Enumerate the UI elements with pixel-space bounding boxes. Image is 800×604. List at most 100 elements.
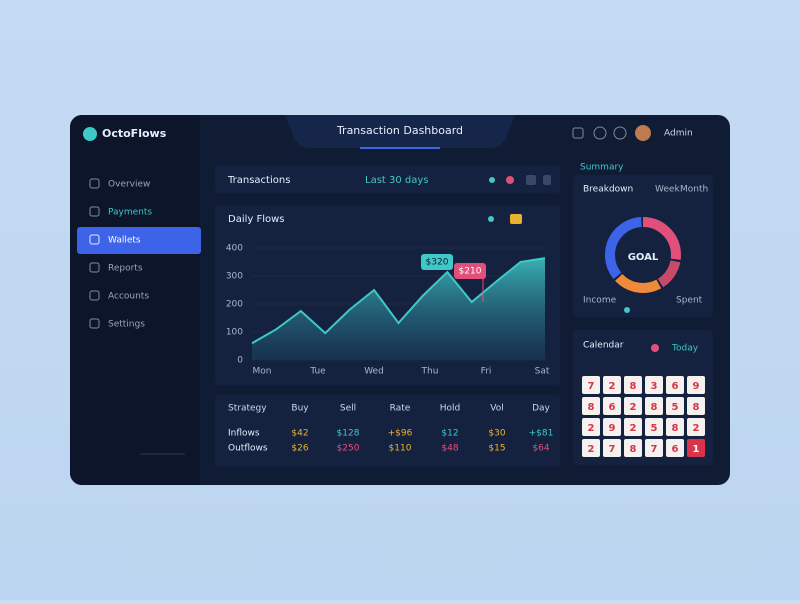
calendar-title: Calendar xyxy=(583,341,624,351)
day-number: 2 xyxy=(609,381,616,392)
day-cell[interactable] xyxy=(687,418,705,436)
toolbar-title: Transactions xyxy=(227,175,290,186)
status-dot xyxy=(489,177,495,183)
nav: Overview Payments Wallets Reports Accounts Se… xyxy=(89,178,152,330)
avatar[interactable] xyxy=(635,125,651,141)
icon[interactable] xyxy=(526,175,536,185)
day-cell[interactable] xyxy=(624,439,642,457)
day-cell[interactable] xyxy=(624,376,642,394)
legend-dot xyxy=(624,307,630,313)
day-number: 7 xyxy=(588,381,595,392)
day-cell[interactable] xyxy=(582,397,600,415)
table-header: Vol xyxy=(490,404,503,414)
annotation: $210 xyxy=(459,267,482,277)
nav-icon xyxy=(89,178,100,189)
summary-label: Summary xyxy=(580,163,624,173)
x-tick-label: Thu xyxy=(421,367,439,377)
donut-tab[interactable]: Month xyxy=(680,185,708,195)
day-number: 8 xyxy=(693,402,700,413)
donut-segment xyxy=(605,217,681,293)
day-cell[interactable] xyxy=(603,418,621,436)
day-cell[interactable] xyxy=(687,376,705,394)
table-cell: $12 xyxy=(441,429,458,439)
day-cell[interactable] xyxy=(666,439,684,457)
nav-icon xyxy=(89,206,100,217)
nav-item[interactable]: Reports xyxy=(108,264,143,274)
table-cell: $15 xyxy=(488,444,505,454)
table-cell: Inflows xyxy=(228,429,260,439)
day-cell[interactable] xyxy=(666,376,684,394)
x-tick-label: Sat xyxy=(535,367,550,377)
day-cell[interactable] xyxy=(624,418,642,436)
nav-item[interactable]: Accounts xyxy=(108,292,149,302)
status-dot xyxy=(506,176,514,184)
day-number: 7 xyxy=(651,444,658,455)
nav-item[interactable]: Settings xyxy=(108,320,145,330)
sidebar xyxy=(70,115,200,485)
day-number: 2 xyxy=(588,444,595,455)
table-header: Buy xyxy=(291,404,309,414)
donut-segment xyxy=(605,217,681,293)
donut-tab[interactable]: Week xyxy=(655,185,680,195)
nav-icon xyxy=(89,290,100,301)
nav-icon xyxy=(89,262,100,273)
x-tick-label: Mon xyxy=(253,367,272,377)
nav-item[interactable]: Wallets xyxy=(108,236,141,246)
day-cell[interactable] xyxy=(687,439,705,457)
day-cell[interactable] xyxy=(645,439,663,457)
table-cell: $42 xyxy=(291,429,308,439)
toolbar-range[interactable]: Last 30 days xyxy=(365,175,429,186)
icon[interactable] xyxy=(613,126,627,140)
day-number: 2 xyxy=(693,423,700,434)
day-cell[interactable] xyxy=(582,439,600,457)
donut xyxy=(605,217,681,293)
day-number: 1 xyxy=(693,444,700,455)
nav-item[interactable]: Overview xyxy=(108,180,150,190)
day-cell[interactable] xyxy=(582,376,600,394)
day-cell[interactable] xyxy=(582,418,600,436)
header-title: Transaction Dashboard xyxy=(336,124,463,137)
status-dot xyxy=(651,344,659,352)
table-cell: $128 xyxy=(337,429,360,439)
day-cell[interactable] xyxy=(666,397,684,415)
donut-legend: Spent xyxy=(676,296,703,306)
day-cell[interactable] xyxy=(624,397,642,415)
toolbar xyxy=(215,165,560,193)
header-tab xyxy=(285,115,515,148)
day-number: 8 xyxy=(672,423,679,434)
table-header: Rate xyxy=(390,404,411,414)
table-header: Hold xyxy=(440,404,461,414)
day-cell[interactable] xyxy=(666,418,684,436)
icon[interactable] xyxy=(510,214,522,224)
icon[interactable] xyxy=(572,127,584,139)
day-number: 6 xyxy=(672,444,679,455)
donut-legend: Income xyxy=(583,296,617,306)
day-cell[interactable] xyxy=(603,376,621,394)
day-number: 2 xyxy=(630,423,637,434)
day-cell[interactable] xyxy=(645,397,663,415)
table-cell: +$96 xyxy=(388,429,413,439)
y-tick-label: 300 xyxy=(226,272,243,282)
day-number: 5 xyxy=(651,423,658,434)
day-cell[interactable] xyxy=(687,397,705,415)
donut-segment xyxy=(605,217,681,293)
day-number: 8 xyxy=(651,402,658,413)
table-header: Sell xyxy=(340,404,356,414)
icon[interactable] xyxy=(543,175,551,185)
day-cell[interactable] xyxy=(603,439,621,457)
day-cell[interactable] xyxy=(645,418,663,436)
legend-dot xyxy=(488,216,494,222)
day-cell[interactable] xyxy=(645,376,663,394)
table-cell: $30 xyxy=(488,429,505,439)
day-number: 2 xyxy=(630,402,637,413)
day-number: 9 xyxy=(609,423,616,434)
brand: OctoFlows xyxy=(102,127,167,140)
line xyxy=(251,257,546,345)
x-tick-label: Tue xyxy=(309,367,326,377)
icon[interactable] xyxy=(593,126,607,140)
nav-item[interactable]: Payments xyxy=(108,208,152,218)
y-tick-label: 400 xyxy=(226,244,243,254)
day-cell[interactable] xyxy=(603,397,621,415)
